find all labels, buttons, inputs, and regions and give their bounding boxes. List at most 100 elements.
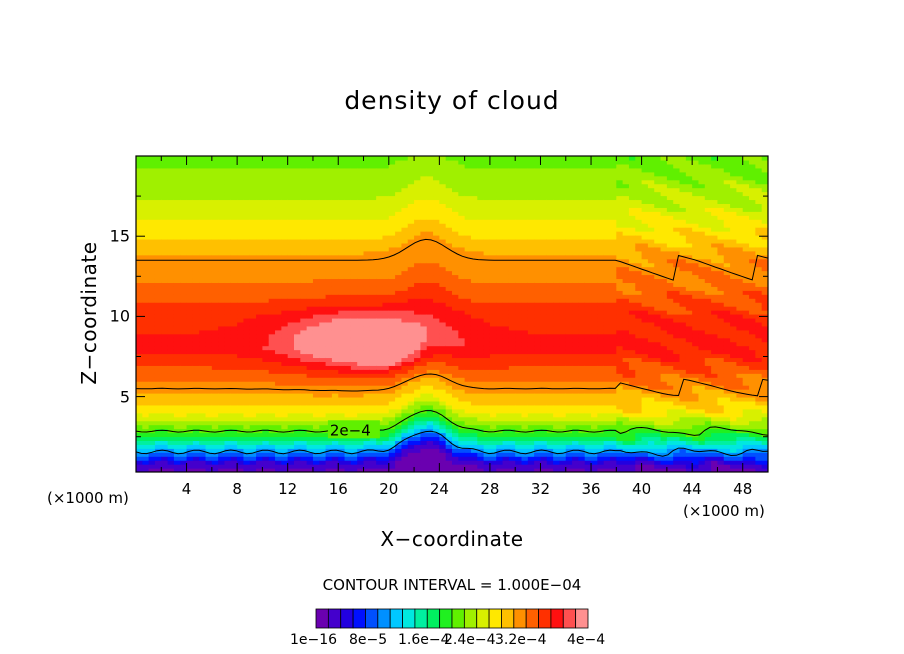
density-cell [275,258,282,264]
density-cell [395,262,403,268]
density-cell [464,238,472,244]
density-cell [230,396,238,402]
density-cell [426,424,434,430]
density-cell [312,440,320,445]
density-cell [496,282,504,287]
density-cell [237,242,245,248]
density-cell [350,278,358,283]
density-cell [395,199,403,204]
density-cell [489,306,497,311]
density-cell [268,294,276,299]
density-cell [325,242,333,248]
density-cell [325,377,333,382]
density-cell [433,396,440,402]
density-cell [306,246,314,252]
density-cell [458,215,466,220]
density-cell [154,163,162,169]
density-cell [508,337,516,343]
density-cell [344,274,352,280]
density-cell [161,310,169,315]
density-cell [407,448,415,453]
density-cell [458,341,466,347]
density-cell [218,310,226,315]
density-cell [338,349,346,355]
density-cell [199,404,207,410]
density-cell [154,353,162,359]
density-cell [243,456,251,461]
density-cell [300,278,308,283]
density-cell [161,286,169,291]
density-cell [256,325,263,331]
density-cell [275,167,282,173]
density-cell [414,211,421,216]
density-cell [369,400,377,406]
density-cell [483,436,491,441]
density-cell [325,278,333,283]
density-cell [439,270,447,276]
density-cell [344,203,352,208]
density-cell [331,412,339,418]
density-cell [433,167,440,173]
density-cell [414,349,421,355]
density-cell [154,199,162,204]
density-cell [211,389,219,394]
density-cell [344,258,352,264]
density-cell [205,416,213,422]
density-cell [452,223,459,228]
density-cell [167,381,175,386]
density-cell [167,464,175,469]
density-cell [508,227,516,232]
density-cell [338,377,346,382]
density-cell [148,175,156,181]
density-cell [502,369,510,374]
density-cell [458,195,466,201]
density-cell [294,385,301,390]
density-cell [262,290,270,295]
density-cell [426,353,434,359]
density-cell [199,262,207,268]
density-cell [489,195,497,201]
density-cell [452,345,459,351]
density-cell [224,306,232,311]
density-cell [268,385,276,390]
density-cell [452,432,459,438]
density-cell [382,191,390,197]
density-cell [331,460,339,465]
density-cell [312,424,320,430]
density-cell [237,389,245,394]
density-cell [388,215,396,220]
density-cell [363,353,371,359]
density-cell [521,428,529,434]
density-cell [407,325,415,331]
density-cell [477,404,485,410]
density-cell [395,163,403,169]
density-cell [319,329,327,335]
density-cell [154,444,162,449]
density-cell [452,436,459,441]
density-cell [489,424,497,430]
density-cell [420,274,428,280]
density-cell [382,373,390,378]
density-cell [300,377,308,382]
density-cell [395,203,403,208]
density-cell [268,235,276,240]
density-cell [420,302,428,307]
density-cell [357,345,365,351]
density-cell [502,432,510,438]
density-cell [420,385,428,390]
density-cell [205,377,213,382]
density-cell [350,215,358,220]
density-cell [237,464,245,469]
density-cell [344,444,352,449]
density-cell [154,400,162,406]
density-cell [173,353,181,359]
density-cell [515,333,523,339]
density-cell [395,211,403,216]
density-cell [395,274,403,280]
density-cell [363,227,371,232]
density-cell [199,298,207,303]
density-cell [294,325,301,331]
density-cell [458,353,466,359]
density-cell [211,440,219,445]
density-cell [496,203,504,208]
